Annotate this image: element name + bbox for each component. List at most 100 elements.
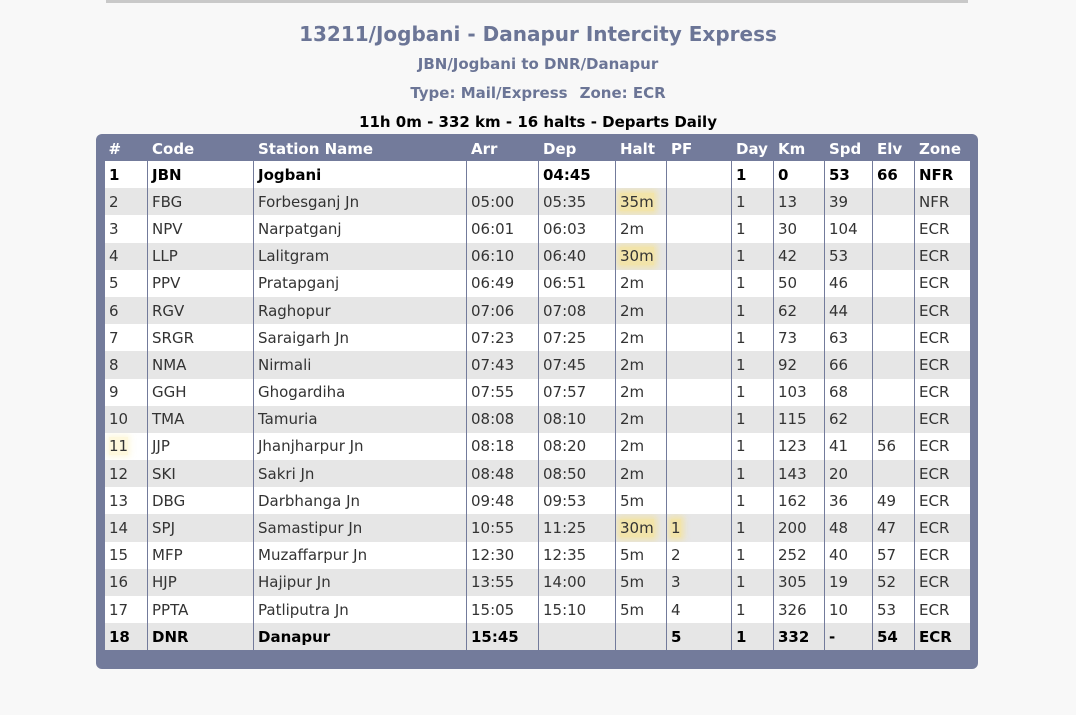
cell-dep: 06:03 [538, 215, 616, 243]
cell-dep: 09:53 [538, 487, 616, 515]
cell-station-name[interactable]: Samastipur Jn [253, 514, 467, 542]
cell-station-name[interactable]: Patliputra Jn [253, 596, 467, 624]
cell-value: 73 [778, 328, 798, 347]
cell-value: 06:01 [471, 219, 515, 238]
cell-value: SRGR [152, 328, 194, 347]
cell-value: 39 [829, 192, 849, 211]
cell-value: 5 [109, 274, 119, 293]
cell-value: 56 [877, 437, 897, 456]
cell-dep: 08:20 [538, 432, 616, 461]
cell-num: 1 [104, 161, 148, 189]
cell-station-name[interactable]: Ghogardiha [253, 378, 467, 406]
cell-day: 1 [731, 269, 774, 297]
cell-code[interactable]: HJP [147, 568, 254, 596]
cell-station-name[interactable]: Narpatganj [253, 215, 467, 243]
cell-value: 2m [620, 410, 645, 429]
cell-elv: 54 [872, 623, 915, 651]
cell-station-name[interactable]: Jogbani [253, 161, 467, 189]
cell-code[interactable]: LLP [147, 242, 254, 270]
cell-zone: ECR [914, 378, 971, 406]
cell-elv [872, 405, 915, 433]
cell-code[interactable]: NMA [147, 351, 254, 379]
train-title: 13211/Jogbani - Danapur Intercity Expres… [299, 22, 777, 46]
cell-code[interactable]: FBG [147, 188, 254, 216]
cell-num: 4 [104, 242, 148, 270]
cell-station-name[interactable]: Raghopur [253, 296, 467, 325]
cell-pf [666, 460, 732, 488]
cell-pf [666, 324, 732, 352]
cell-code[interactable]: JJP [147, 432, 254, 461]
cell-day: 1 [731, 514, 774, 542]
cell-station-name[interactable]: Forbesganj Jn [253, 188, 467, 216]
cell-code[interactable]: MFP [147, 541, 254, 569]
cell-value: 44 [829, 301, 849, 320]
cell-value: 2m [620, 274, 645, 293]
cell-value: Lalitgram [258, 247, 330, 266]
cell-code[interactable]: SPJ [147, 514, 254, 542]
cell-value: Pratapganj [258, 274, 340, 293]
col-header-halt: Halt [615, 136, 667, 161]
cell-station-name[interactable]: Muzaffarpur Jn [253, 541, 467, 569]
cell-code[interactable]: PPTA [147, 596, 254, 624]
cell-station-name[interactable]: Saraigarh Jn [253, 324, 467, 352]
cell-halt: 30m [615, 514, 667, 542]
cell-code[interactable]: RGV [147, 296, 254, 325]
cell-station-name[interactable]: Lalitgram [253, 242, 467, 270]
cell-value: 12 [109, 464, 129, 483]
cell-value: 06:03 [543, 219, 587, 238]
cell-station-name[interactable]: Nirmali [253, 351, 467, 379]
cell-value: 1 [736, 192, 746, 211]
cell-station-name[interactable]: Darbhanga Jn [253, 487, 467, 515]
cell-value: 1 [109, 165, 120, 184]
cell-code[interactable]: JBN [147, 161, 254, 189]
cell-dep: 05:35 [538, 188, 616, 216]
cell-arr: 15:45 [466, 623, 539, 651]
cell-value: 4 [671, 600, 681, 619]
cell-halt: 2m [615, 324, 667, 352]
cell-pf [666, 351, 732, 379]
cell-value: ECR [919, 600, 950, 619]
cell-spd: 19 [824, 568, 873, 596]
cell-halt: 2m [615, 351, 667, 379]
cell-halt: 2m [615, 378, 667, 406]
cell-num: 10 [104, 405, 148, 433]
cell-code[interactable]: PPV [147, 269, 254, 297]
footer-cell [666, 650, 732, 660]
col-header-spd: Spd [824, 136, 873, 161]
cell-code[interactable]: GGH [147, 378, 254, 406]
cell-spd: 20 [824, 460, 873, 488]
cell-code[interactable]: DNR [147, 623, 254, 651]
cell-code[interactable]: NPV [147, 215, 254, 243]
cell-day: 1 [731, 324, 774, 352]
cell-pf: 2 [666, 541, 732, 569]
cell-station-name[interactable]: Danapur [253, 623, 467, 651]
route-subtitle: JBN/Jogbani to DNR/Danapur [417, 55, 659, 73]
cell-value: 40 [829, 546, 849, 565]
cell-num: 11 [104, 432, 148, 461]
cell-num: 2 [104, 188, 148, 216]
cell-value: 1 [736, 410, 746, 429]
cell-code[interactable]: SRGR [147, 324, 254, 352]
cell-station-name[interactable]: Jhanjharpur Jn [253, 432, 467, 461]
cell-arr: 07:23 [466, 324, 539, 352]
cell-value: NPV [152, 219, 183, 238]
cell-value: 5 [671, 627, 682, 646]
cell-value: 48 [829, 519, 849, 538]
cell-code[interactable]: TMA [147, 405, 254, 433]
cell-day: 1 [731, 188, 774, 216]
cell-station-name[interactable]: Sakri Jn [253, 460, 467, 488]
cell-day: 1 [731, 161, 774, 189]
cell-num: 3 [104, 215, 148, 243]
cell-station-name[interactable]: Pratapganj [253, 269, 467, 297]
cell-code[interactable]: DBG [147, 487, 254, 515]
cell-code[interactable]: SKI [147, 460, 254, 488]
cell-elv: 56 [872, 432, 915, 461]
cell-elv [872, 378, 915, 406]
cell-dep: 07:25 [538, 324, 616, 352]
cell-station-name[interactable]: Hajipur Jn [253, 568, 467, 596]
cell-value: MFP [152, 546, 183, 565]
cell-value: 1 [736, 355, 746, 374]
cell-pf: 1 [666, 514, 732, 542]
cell-spd: 36 [824, 487, 873, 515]
cell-station-name[interactable]: Tamuria [253, 405, 467, 433]
